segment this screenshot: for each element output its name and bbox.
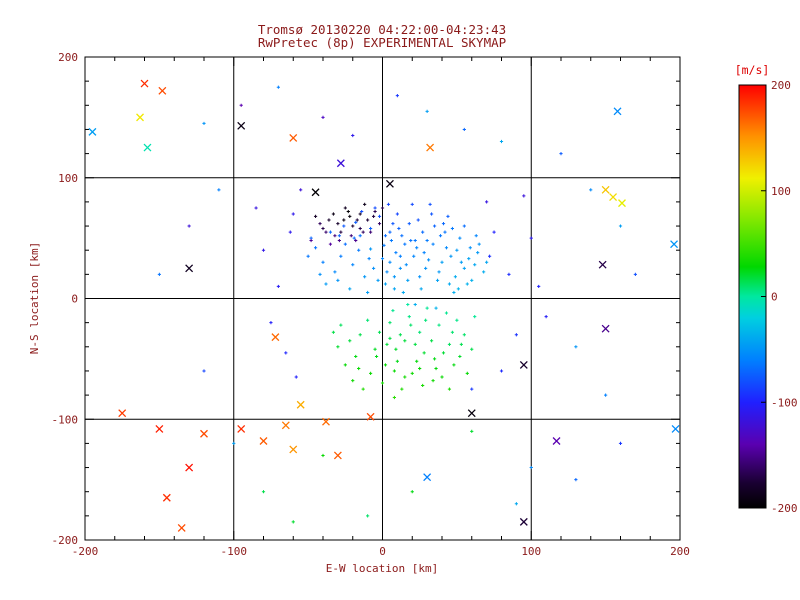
svg-text:-200: -200 [72, 545, 99, 558]
svg-text:-200: -200 [52, 534, 79, 547]
svg-text:100: 100 [58, 172, 78, 185]
svg-text:200: 200 [771, 79, 791, 92]
svg-text:0: 0 [379, 545, 386, 558]
gridlines [85, 57, 680, 540]
svg-text:-100: -100 [52, 413, 79, 426]
chart-title-line2: RwPretec (8p) EXPERIMENTAL SKYMAP [258, 35, 506, 50]
colorbar: [m/s] 200 100 0 -100 -200 [735, 63, 798, 515]
y-axis-label: N-S location [km] [28, 242, 41, 355]
scatter-points [88, 79, 680, 532]
colorbar-tick-labels: 200 100 0 -100 -200 [761, 79, 798, 515]
svg-text:100: 100 [771, 185, 791, 198]
svg-text:-100: -100 [771, 396, 798, 409]
x-axis-label: E-W location [km] [326, 562, 439, 575]
svg-text:200: 200 [670, 545, 690, 558]
svg-text:200: 200 [58, 51, 78, 64]
svg-text:-200: -200 [771, 502, 798, 515]
plot-area-border [84, 56, 681, 541]
svg-text:-100: -100 [221, 545, 248, 558]
svg-text:0: 0 [771, 291, 778, 304]
svg-text:0: 0 [71, 293, 78, 306]
colorbar-unit-label: [m/s] [735, 63, 770, 77]
chart-title-line1: Tromsø 20130220 04:22:00-04:23:43 [258, 22, 506, 37]
svg-text:100: 100 [521, 545, 541, 558]
axis-tick-labels: -200 -100 0 100 200 -200 -100 0 100 200 [52, 51, 690, 558]
